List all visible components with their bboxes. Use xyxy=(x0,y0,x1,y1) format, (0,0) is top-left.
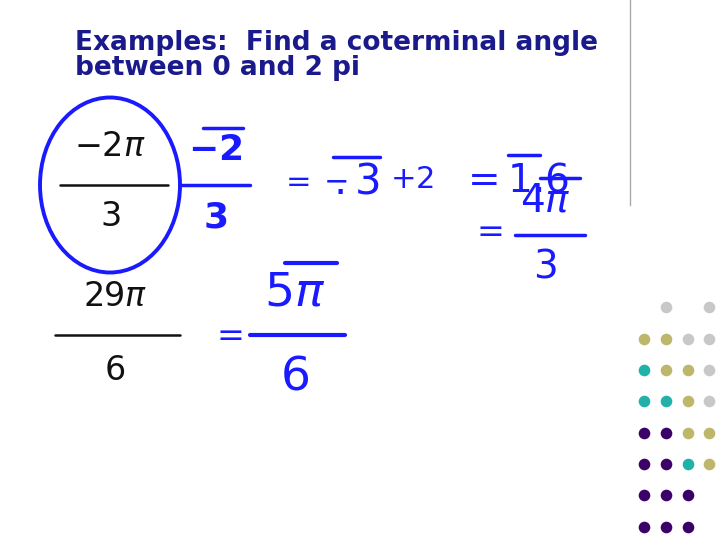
Point xyxy=(682,366,693,374)
Point xyxy=(660,491,672,500)
Point xyxy=(639,334,650,343)
Point xyxy=(682,522,693,531)
Text: $3$: $3$ xyxy=(534,248,557,286)
Text: $+ 2$: $+ 2$ xyxy=(390,165,434,194)
Point xyxy=(703,303,715,312)
Text: $.3$: $.3$ xyxy=(333,161,379,203)
Text: $5\pi$: $5\pi$ xyxy=(264,271,325,315)
Text: $= -$: $= -$ xyxy=(280,165,348,194)
Point xyxy=(682,397,693,406)
Point xyxy=(682,460,693,468)
Text: $-2\pi$: $-2\pi$ xyxy=(74,131,146,164)
Point xyxy=(660,366,672,374)
Point xyxy=(682,428,693,437)
Point xyxy=(703,460,715,468)
Text: between 0 and 2 pi: between 0 and 2 pi xyxy=(75,55,360,81)
Text: $\mathbf{-2}$: $\mathbf{-2}$ xyxy=(188,133,242,167)
Point xyxy=(660,397,672,406)
Point xyxy=(660,428,672,437)
Point xyxy=(660,460,672,468)
Text: $=$: $=$ xyxy=(470,213,503,246)
Point xyxy=(682,491,693,500)
Point xyxy=(639,491,650,500)
Point xyxy=(703,366,715,374)
Text: $\mathbf{3}$: $\mathbf{3}$ xyxy=(203,200,227,234)
Point xyxy=(703,397,715,406)
Point xyxy=(639,428,650,437)
Text: $29\pi$: $29\pi$ xyxy=(83,280,147,314)
Point xyxy=(639,460,650,468)
Point xyxy=(703,334,715,343)
Text: Examples:  Find a coterminal angle: Examples: Find a coterminal angle xyxy=(75,30,598,56)
Point xyxy=(660,303,672,312)
Point xyxy=(660,334,672,343)
Point xyxy=(703,428,715,437)
Text: $=$: $=$ xyxy=(210,319,243,352)
Point xyxy=(639,366,650,374)
Point xyxy=(639,397,650,406)
Text: $6$: $6$ xyxy=(281,354,310,400)
Text: $3$: $3$ xyxy=(99,200,120,233)
Text: $6$: $6$ xyxy=(104,354,125,387)
Text: $4\pi$: $4\pi$ xyxy=(520,181,570,219)
Point xyxy=(639,522,650,531)
Point xyxy=(660,522,672,531)
Text: $= 1.6$: $= 1.6$ xyxy=(460,161,570,199)
Point xyxy=(682,334,693,343)
